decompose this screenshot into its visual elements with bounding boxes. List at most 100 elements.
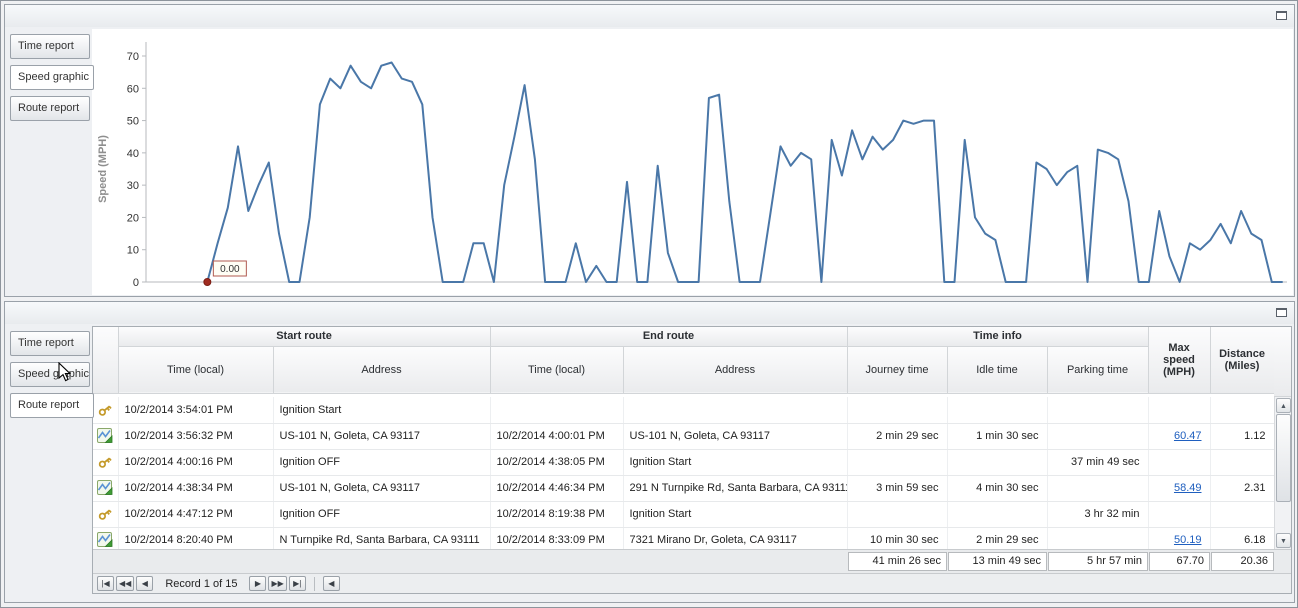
max-speed-cell: [1148, 397, 1211, 424]
tab-time-report[interactable]: Time report: [10, 331, 90, 356]
svg-text:20: 20: [127, 212, 139, 224]
hscroll-left-icon[interactable]: ◀: [322, 576, 340, 591]
svg-text:50: 50: [127, 116, 139, 128]
distance-cell: [1210, 501, 1274, 528]
max-speed-cell: [1148, 501, 1211, 528]
column-header-end-address[interactable]: Address: [623, 346, 848, 394]
speed-chart: Speed (MPH) 0 10 20 30 40 50 60 70 0.00: [92, 29, 1293, 295]
max-speed-link[interactable]: 60.47: [1173, 430, 1202, 442]
bottom-panel-caption: [5, 302, 1294, 324]
idle-time-cell: [947, 501, 1048, 528]
ignition-key-icon: [99, 509, 112, 520]
end-time-cell: 10/2/2014 8:19:38 PM: [490, 501, 624, 528]
bottom-tab-strip: Time report Speed graphic Route report: [10, 331, 100, 424]
grid-rows-viewport: 10/2/2014 3:54:01 PM Ignition Start 10/2/2…: [93, 397, 1274, 549]
summary-journey-time: 41 min 26 sec: [848, 552, 947, 571]
parking-time-cell: [1047, 475, 1149, 502]
scroll-down-icon[interactable]: ▼: [1276, 533, 1291, 548]
column-header-end-time[interactable]: Time (local): [490, 346, 624, 394]
vertical-scrollbar[interactable]: ▲ ▼: [1274, 397, 1291, 549]
journey-time-cell: [847, 501, 948, 528]
table-row[interactable]: 10/2/2014 3:54:01 PM Ignition Start: [93, 397, 1274, 424]
ignition-key-icon: [99, 457, 112, 468]
table-row[interactable]: 10/2/2014 3:56:32 PM US-101 N, Goleta, CA…: [93, 423, 1274, 450]
column-header-start-time[interactable]: Time (local): [118, 346, 274, 394]
record-navigator: |◀ ◀◀ ◀ Record 1 of 15 ▶ ▶▶ ▶| ◀: [93, 573, 1291, 593]
group-header-end-route[interactable]: End route: [490, 327, 848, 347]
distance-cell: 2.31: [1210, 475, 1274, 502]
parking-time-cell: [1047, 397, 1149, 424]
table-row[interactable]: 10/2/2014 4:00:16 PM Ignition OFF 10/2/201…: [93, 449, 1274, 476]
column-header-parking-time[interactable]: Parking time: [1047, 346, 1149, 394]
end-time-cell: 10/2/2014 8:33:09 PM: [490, 527, 624, 549]
journey-time-cell: 10 min 30 sec: [847, 527, 948, 549]
route-map-icon: [97, 480, 113, 495]
grid-body: 10/2/2014 3:54:01 PM Ignition Start 10/2/2…: [93, 397, 1274, 549]
group-header-start-route[interactable]: Start route: [118, 327, 491, 347]
grid-header: Start route End route Time info Max spee…: [93, 327, 1275, 394]
max-speed-link[interactable]: 58.49: [1173, 482, 1202, 494]
scrollbar-thumb[interactable]: [1276, 414, 1291, 502]
end-address-cell: Ignition Start: [623, 449, 848, 476]
table-row[interactable]: 10/2/2014 8:20:40 PM N Turnpike Rd, Santa…: [93, 527, 1274, 549]
row-type-icon-cell: [93, 527, 119, 549]
start-address-cell: N Turnpike Rd, Santa Barbara, CA 93111: [273, 527, 491, 549]
table-row[interactable]: 10/2/2014 4:47:12 PM Ignition OFF 10/2/201…: [93, 501, 1274, 528]
row-type-icon-cell: [93, 475, 119, 502]
idle-time-cell: 4 min 30 sec: [947, 475, 1048, 502]
svg-text:40: 40: [127, 148, 139, 160]
nav-first-button[interactable]: |◀: [97, 576, 114, 591]
tab-speed-graphic[interactable]: Speed graphic: [10, 65, 94, 90]
nav-prev-button[interactable]: ◀: [136, 576, 154, 591]
nav-prev-page-button[interactable]: ◀◀: [116, 576, 135, 591]
max-speed-link[interactable]: 50.19: [1173, 534, 1202, 546]
tab-route-report[interactable]: Route report: [10, 393, 94, 418]
header-filler: [1274, 327, 1291, 397]
start-time-cell: 10/2/2014 4:38:34 PM: [118, 475, 274, 502]
scroll-up-icon[interactable]: ▲: [1276, 398, 1291, 413]
journey-time-cell: [847, 397, 948, 424]
column-header-distance[interactable]: Distance (Miles): [1210, 327, 1275, 394]
start-time-cell: 10/2/2014 4:47:12 PM: [118, 501, 274, 528]
column-header-start-address[interactable]: Address: [273, 346, 491, 394]
row-type-icon-cell: [93, 501, 119, 528]
tab-speed-graphic[interactable]: Speed graphic: [10, 362, 90, 387]
parking-time-cell: [1047, 423, 1149, 450]
top-panel-caption: [5, 5, 1294, 27]
parking-time-cell: [1047, 527, 1149, 549]
column-header-max-speed[interactable]: Max speed (MPH): [1148, 327, 1211, 394]
column-header-journey-time[interactable]: Journey time: [847, 346, 948, 394]
nav-next-button[interactable]: ▶: [249, 576, 267, 591]
top-tab-strip: Time report Speed graphic Route report: [10, 34, 100, 127]
parking-time-cell: 37 min 49 sec: [1047, 449, 1149, 476]
row-type-icon-cell: [93, 449, 119, 476]
max-speed-cell: [1148, 449, 1211, 476]
summary-idle-time: 13 min 49 sec: [948, 552, 1047, 571]
row-type-icon-cell: [93, 397, 119, 424]
series-start-marker: [203, 278, 212, 286]
journey-time-cell: [847, 449, 948, 476]
tab-route-report[interactable]: Route report: [10, 96, 90, 121]
table-row[interactable]: 10/2/2014 4:38:34 PM US-101 N, Goleta, CA…: [93, 475, 1274, 502]
nav-next-page-button[interactable]: ▶▶: [268, 576, 287, 591]
end-time-cell: [490, 397, 624, 424]
idle-time-cell: [947, 449, 1048, 476]
end-address-cell: 291 N Turnpike Rd, Santa Barbara, CA 931…: [623, 475, 848, 502]
end-address-cell: US-101 N, Goleta, CA 93117: [623, 423, 848, 450]
tab-time-report[interactable]: Time report: [10, 34, 90, 59]
svg-text:70: 70: [127, 51, 139, 63]
distance-cell: 1.12: [1210, 423, 1274, 450]
route-report-panel: Time report Speed graphic Route report: [4, 301, 1295, 603]
restore-icon[interactable]: [1276, 308, 1287, 317]
nav-last-button[interactable]: ▶|: [288, 576, 306, 591]
column-header-idle-time[interactable]: Idle time: [947, 346, 1048, 394]
start-address-cell: US-101 N, Goleta, CA 93117: [273, 423, 491, 450]
max-speed-cell: 50.19: [1148, 527, 1211, 549]
restore-icon[interactable]: [1276, 11, 1287, 20]
group-header-time-info[interactable]: Time info: [847, 327, 1149, 347]
end-time-cell: 10/2/2014 4:00:01 PM: [490, 423, 624, 450]
end-address-cell: [623, 397, 848, 424]
row-type-icon-cell: [93, 423, 119, 450]
mouse-cursor-icon: [58, 362, 71, 382]
svg-text:Speed (MPH): Speed (MPH): [97, 135, 109, 203]
